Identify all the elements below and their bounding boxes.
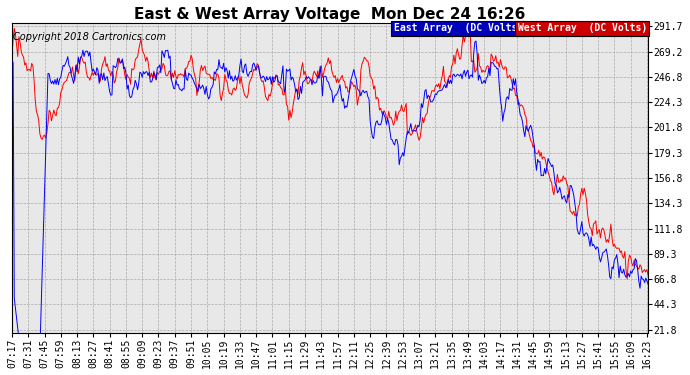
Text: West Array  (DC Volts): West Array (DC Volts) — [518, 23, 647, 33]
Title: East & West Array Voltage  Mon Dec 24 16:26: East & West Array Voltage Mon Dec 24 16:… — [135, 7, 526, 22]
Text: East Array  (DC Volts): East Array (DC Volts) — [394, 23, 523, 33]
Text: Copyright 2018 Cartronics.com: Copyright 2018 Cartronics.com — [13, 32, 166, 42]
